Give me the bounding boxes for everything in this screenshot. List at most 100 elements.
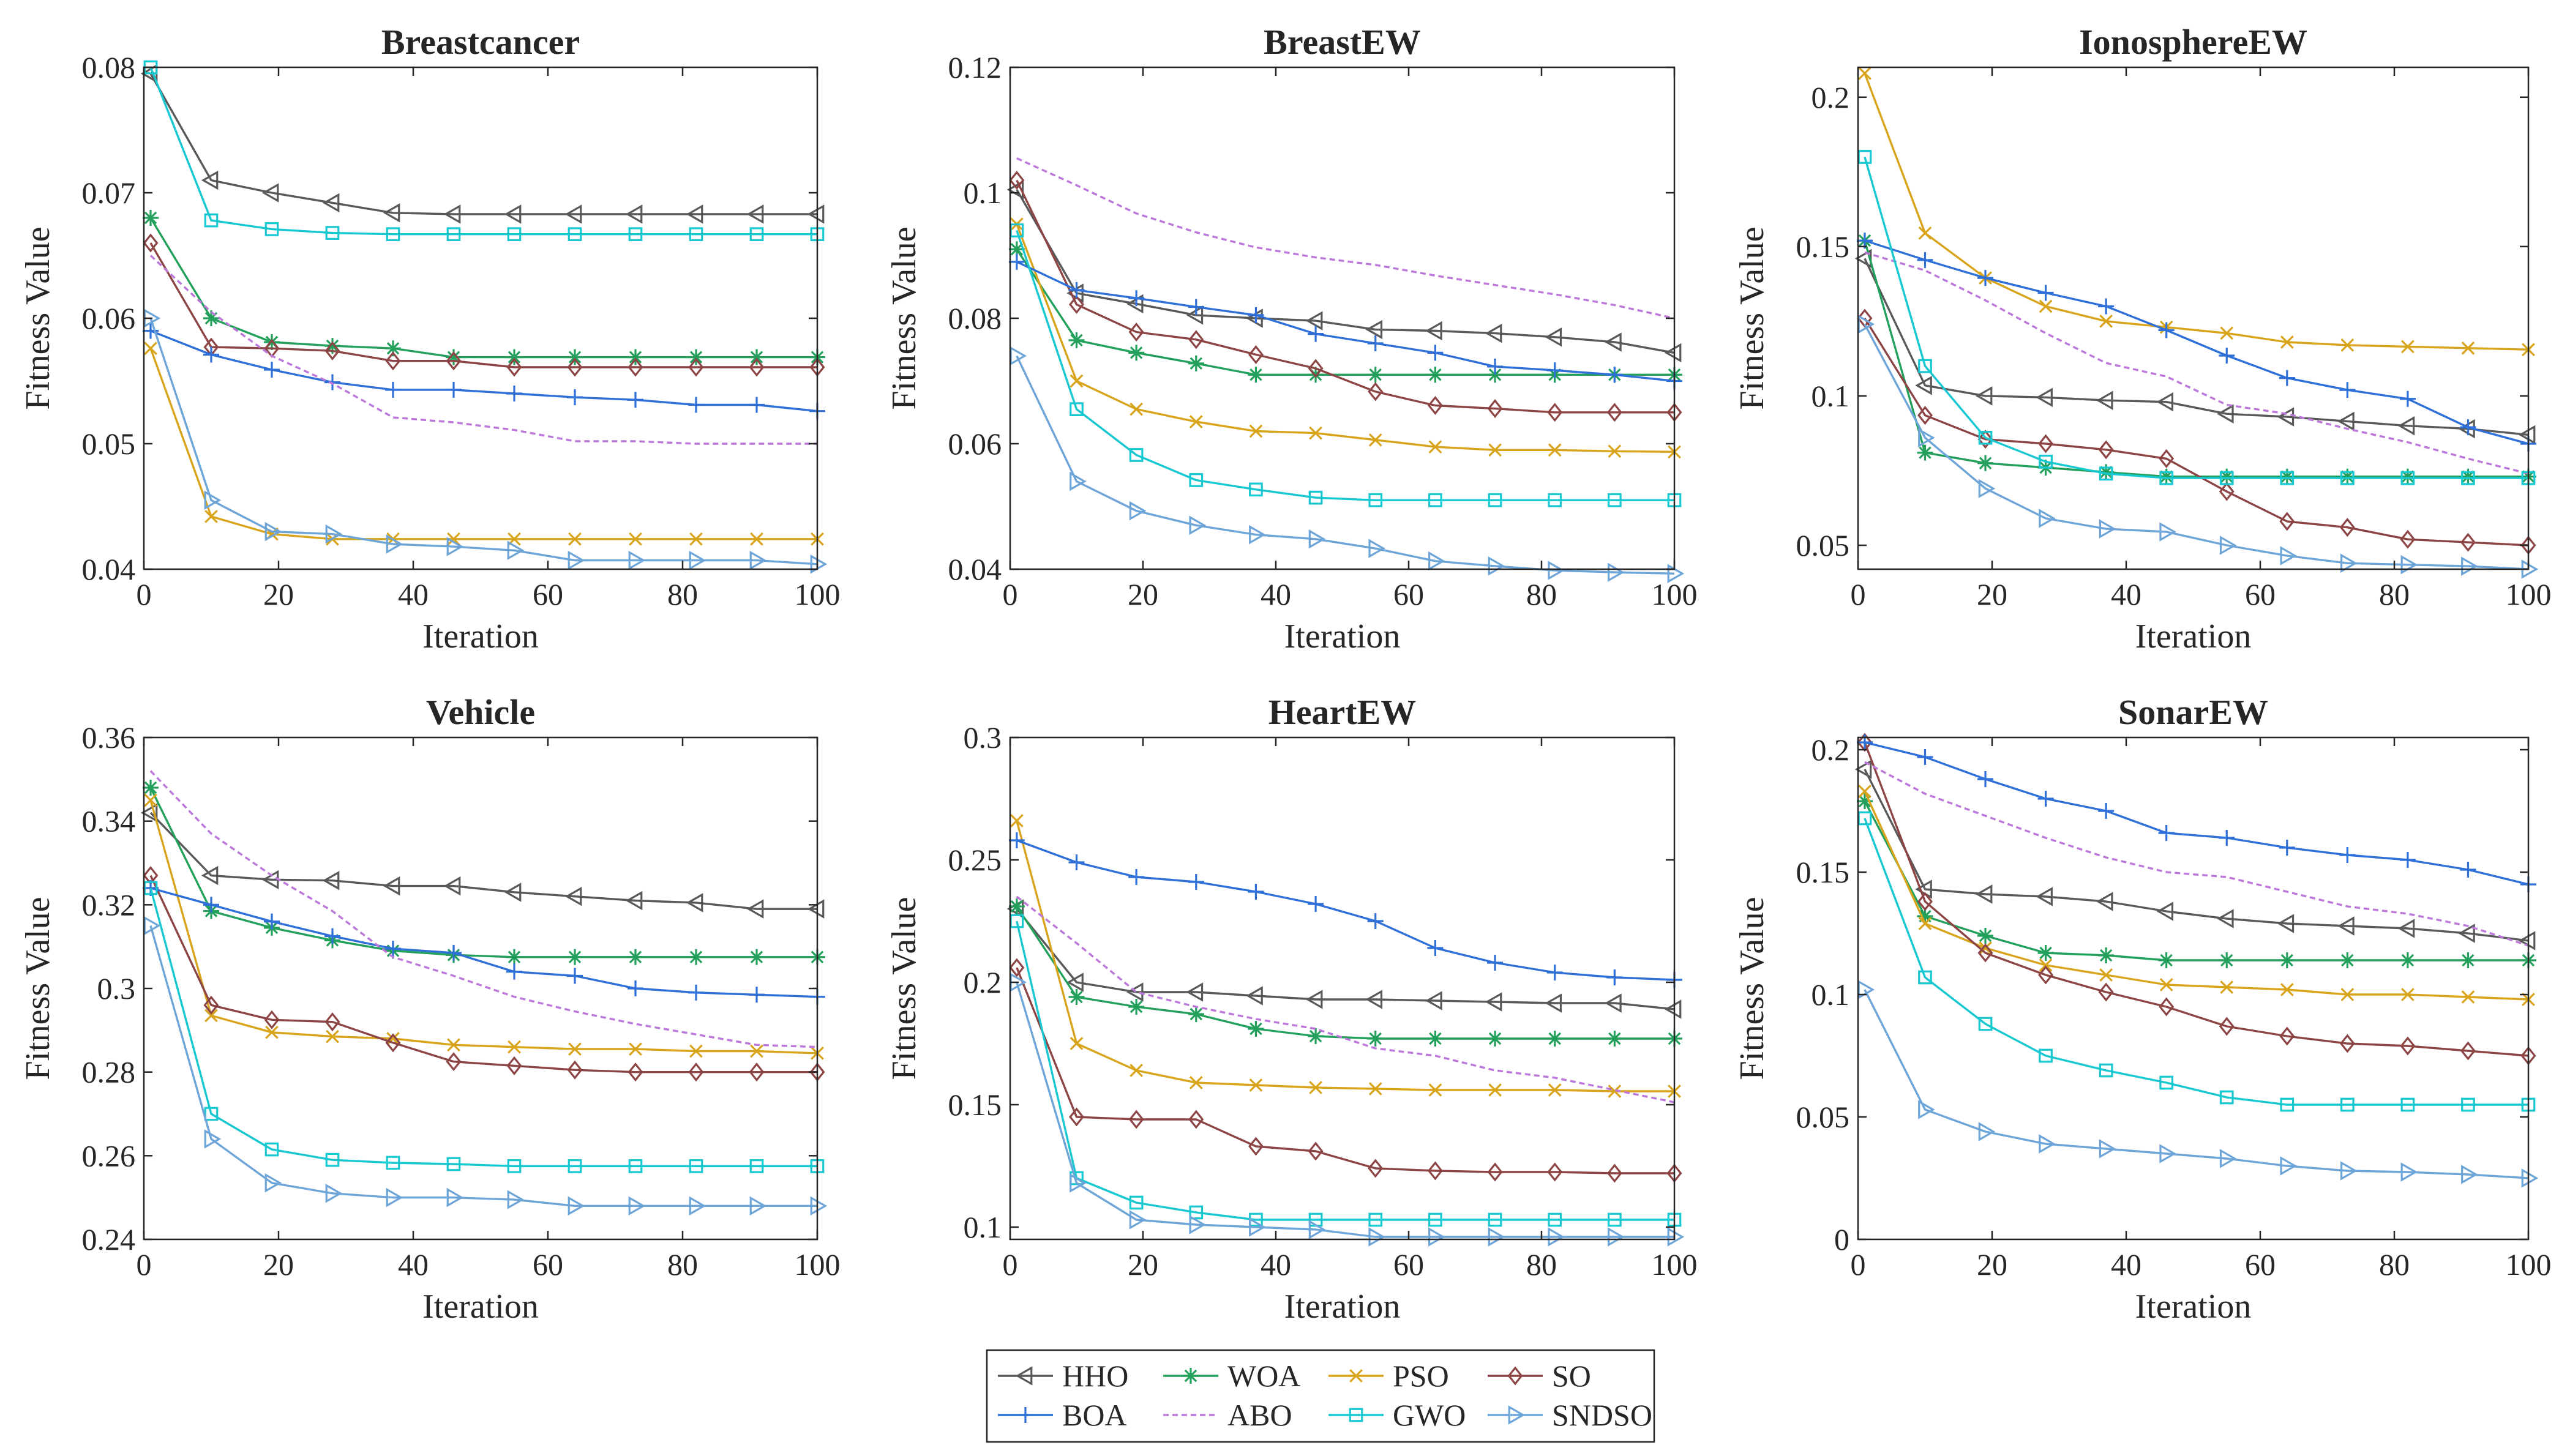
data-point (1605, 993, 1622, 1013)
series-line (150, 329, 818, 413)
y-axis-title: Fitness Value (1733, 897, 1771, 1080)
series-line (1016, 223, 1675, 453)
y-tick-label: 0.3 (964, 720, 1002, 755)
data-point (1128, 1110, 1144, 1129)
data-point (264, 362, 280, 378)
x-tick-label: 80 (2379, 1247, 2410, 1282)
data-point (443, 876, 461, 896)
data-point (1548, 1083, 1562, 1097)
data-point (567, 357, 583, 377)
y-tick-label: 0.3 (97, 971, 136, 1006)
data-point (322, 870, 340, 890)
data-point (1249, 1078, 1263, 1092)
data-point (1854, 760, 1872, 779)
y-tick-label: 0.04 (948, 552, 1002, 586)
data-point (1978, 1017, 1993, 1031)
data-point (1548, 1212, 1562, 1227)
series-pso (1010, 814, 1681, 1098)
data-point (446, 537, 464, 556)
series-line (1864, 742, 2529, 1057)
data-point (1487, 358, 1504, 375)
data-point (689, 1196, 706, 1216)
y-tick-label: 0.15 (948, 1088, 1002, 1122)
data-point (385, 941, 401, 957)
y-tick-label: 0.1 (964, 176, 1002, 210)
legend-marker (1508, 1405, 1526, 1425)
x-tick-label: 60 (533, 577, 563, 611)
series-abo (1016, 895, 1675, 1103)
series-line (1864, 801, 2528, 961)
data-point (2159, 471, 2174, 485)
data-point (447, 532, 460, 546)
data-point (2339, 847, 2356, 863)
series-boa (143, 880, 825, 1005)
data-point (1305, 990, 1323, 1009)
data-point (204, 1129, 222, 1149)
data-point (1606, 1031, 1623, 1047)
chart-title: IonosphereEW (2079, 22, 2307, 62)
data-point (2340, 1161, 2358, 1181)
data-point (504, 204, 522, 224)
data-point (1368, 433, 1382, 447)
chart-panel-vehicle: Vehicle 0 20 40 60 80 100 0.24 0.26 0.28 0.3 0.32 0.… (19, 692, 841, 1326)
data-point (2279, 468, 2295, 485)
data-point (628, 349, 643, 365)
data-point (143, 323, 159, 339)
data-point (1547, 1162, 1563, 1182)
data-point (1248, 345, 1264, 365)
series-hho (1006, 899, 1682, 1019)
series-line (1864, 73, 2529, 351)
plot-area (1858, 67, 2528, 569)
data-point (1308, 1220, 1326, 1239)
y-tick-label: 0.05 (1796, 1100, 1850, 1134)
data-point (2399, 952, 2416, 968)
data-point (629, 1042, 642, 1056)
data-point (2219, 1149, 2237, 1168)
data-point (1188, 299, 1204, 315)
data-point (1425, 321, 1442, 341)
series-line (1864, 318, 2529, 547)
data-point (1608, 1085, 1622, 1098)
chart-panel-breastew: BreastEW 0 20 40 60 80 100 0.04 0.06 0.08 0.1 0.12 I… (885, 22, 1698, 655)
data-point (1129, 448, 1144, 462)
data-point (1488, 1212, 1502, 1227)
data-point (2219, 1090, 2234, 1105)
y-tick-label: 0.1 (964, 1210, 1002, 1244)
y-tick-label: 0.15 (1796, 855, 1850, 889)
legend-label: BOA (1062, 1398, 1127, 1432)
data-point (568, 1159, 582, 1173)
data-point (686, 204, 703, 224)
data-point (385, 351, 401, 371)
data-point (325, 1152, 340, 1167)
legend-marker (1017, 1407, 1033, 1423)
data-point (2158, 468, 2175, 485)
data-point (1308, 1028, 1324, 1044)
data-point (1248, 367, 1264, 383)
data-point (1128, 345, 1145, 361)
series-gwo (143, 881, 825, 1173)
x-tick-label: 0 (137, 577, 152, 611)
data-point (1978, 430, 1993, 445)
data-point (2098, 982, 2114, 1002)
data-point (507, 540, 525, 561)
data-point (2098, 947, 2115, 963)
y-tick-label: 0.08 (82, 50, 136, 84)
x-tick-label: 20 (1977, 1247, 2007, 1282)
series-line (1016, 982, 1674, 1238)
data-point (567, 349, 583, 365)
data-point (1066, 973, 1084, 992)
legend-marker (1507, 1366, 1523, 1386)
data-point (628, 1159, 643, 1173)
data-point (2099, 968, 2113, 982)
data-point (1365, 319, 1383, 340)
data-point (2461, 1165, 2478, 1184)
data-point (1918, 917, 1932, 930)
y-tick-label: 0.04 (82, 552, 136, 586)
data-point (1189, 415, 1203, 429)
data-point (1979, 941, 1992, 955)
data-point (1249, 525, 1266, 545)
x-tick-label: 40 (2111, 577, 2141, 611)
data-point (2156, 902, 2174, 921)
data-point (261, 183, 279, 203)
data-point (1488, 556, 1505, 576)
